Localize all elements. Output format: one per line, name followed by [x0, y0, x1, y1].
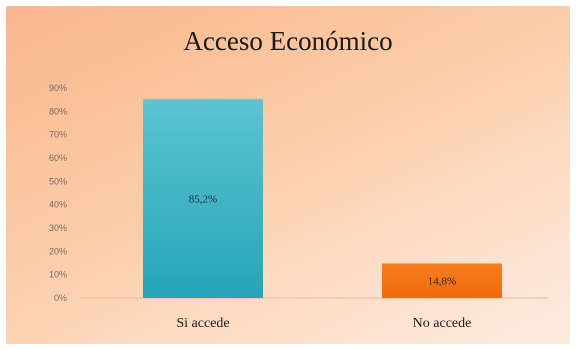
y-tick-label: 10% [49, 270, 67, 280]
y-tick-label: 30% [49, 223, 67, 233]
y-tick-label: 70% [49, 130, 67, 140]
bar-1 [382, 263, 502, 298]
y-tick-label: 50% [49, 176, 67, 186]
y-tick-label: 60% [49, 153, 67, 163]
category-label-0: Si accede [176, 316, 229, 331]
data-label-0: 85,2% [189, 194, 217, 206]
bar-0 [143, 99, 263, 298]
chart-title: Acceso Económico [183, 26, 393, 56]
category-label-1: No accede [413, 316, 472, 331]
y-tick-label: 0% [54, 293, 67, 303]
data-label-1: 14,8% [428, 276, 456, 288]
y-tick-label: 80% [49, 106, 67, 116]
labels: 85,2% Si accede 14,8% No accede [176, 194, 471, 331]
bars [143, 99, 502, 298]
y-tick-label: 20% [49, 246, 67, 256]
y-tick-label: 40% [49, 200, 67, 210]
y-tick-label: 90% [49, 83, 67, 93]
